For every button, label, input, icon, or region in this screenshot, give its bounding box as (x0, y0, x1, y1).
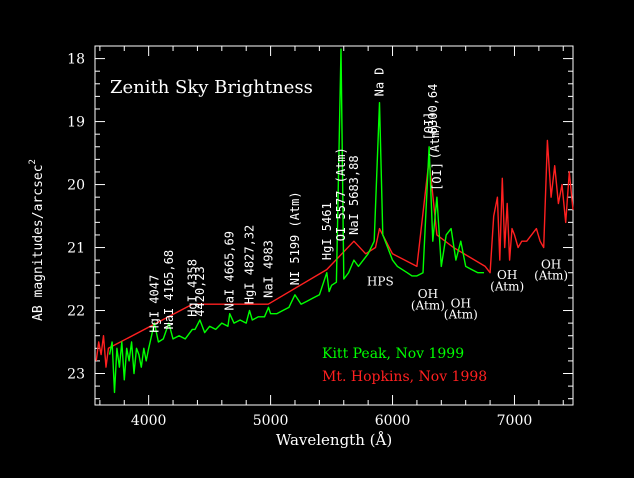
y-axis-label-main: AB magnitudes/arcsec (31, 164, 46, 321)
band-annotation: OH (451, 296, 471, 310)
band-annotation: (Atm) (490, 279, 524, 293)
y-tick-label: 23 (67, 367, 85, 383)
axis-ticks (95, 46, 573, 405)
series-line-kitt-peak (108, 48, 484, 394)
x-tick-label: 5000 (253, 413, 289, 429)
x-tick-label: 4000 (131, 413, 167, 429)
band-annotation: HPS (367, 274, 394, 288)
legend-entry-kitt-peak: Kitt Peak, Nov 1999 (322, 346, 464, 362)
emission-line-label: NaI 5683,88 (347, 155, 361, 234)
legend-entry-mt-hopkins: Mt. Hopkins, Nov 1998 (322, 369, 487, 385)
x-tick-label: 6000 (375, 413, 411, 429)
y-tick-label: 19 (67, 115, 85, 131)
emission-line-label: HgI 4358 (185, 259, 199, 317)
emission-line-label: [OI] (422, 112, 436, 141)
emission-line-label: OI 5577 (Atm) (334, 147, 348, 241)
emission-line-label: 6300,64 (426, 84, 440, 135)
x-tick-label: 7000 (497, 413, 533, 429)
chart-title: Zenith Sky Brightness (110, 77, 313, 98)
band-annotation: (Atm) (444, 308, 478, 322)
emission-line-label: HgI 4827,32 (243, 225, 257, 304)
y-tick-label: 20 (67, 178, 85, 194)
y-axis-label: AB magnitudes/arcsec2 (28, 159, 46, 321)
y-axis-label-sup: 2 (28, 159, 38, 164)
band-annotation: (Atm) (411, 298, 445, 312)
emission-line-label: NI 5199 (Atm) (288, 191, 302, 285)
y-tick-label: 21 (67, 241, 85, 257)
emission-line-label: Na D (373, 67, 387, 96)
band-annotation: (Atm) (534, 269, 568, 283)
emission-line-label: NaI 4665,69 (223, 231, 237, 310)
series-line-mt-hopkins (95, 139, 574, 368)
plot-frame (94, 45, 574, 406)
spectrum-series (95, 48, 574, 394)
y-tick-labels: 18 19 20 21 22 23 (67, 52, 85, 383)
x-axis-label: Wavelength (Å) (276, 431, 392, 449)
emission-line-label: NaI 4983 (262, 240, 276, 298)
band-annotation: OH (541, 257, 561, 271)
y-tick-label: 22 (67, 304, 85, 320)
band-annotation: OH (497, 268, 517, 282)
emission-line-label: 4420,23 (193, 266, 207, 317)
emission-line-label: (Atm) (428, 123, 442, 159)
emission-line-label: HgI 5461 (320, 202, 334, 260)
emission-line-label: [OI] (430, 162, 444, 191)
y-tick-label: 18 (67, 52, 85, 68)
band-annotation: OH (418, 287, 438, 301)
emission-line-label: HgI 4047 (147, 275, 161, 333)
x-tick-labels: 4000 5000 6000 7000 (131, 413, 532, 429)
svg-text:AB magnitudes/arcsec2: AB magnitudes/arcsec2 (28, 159, 46, 321)
emission-line-label: NaI 4165,68 (162, 250, 176, 329)
